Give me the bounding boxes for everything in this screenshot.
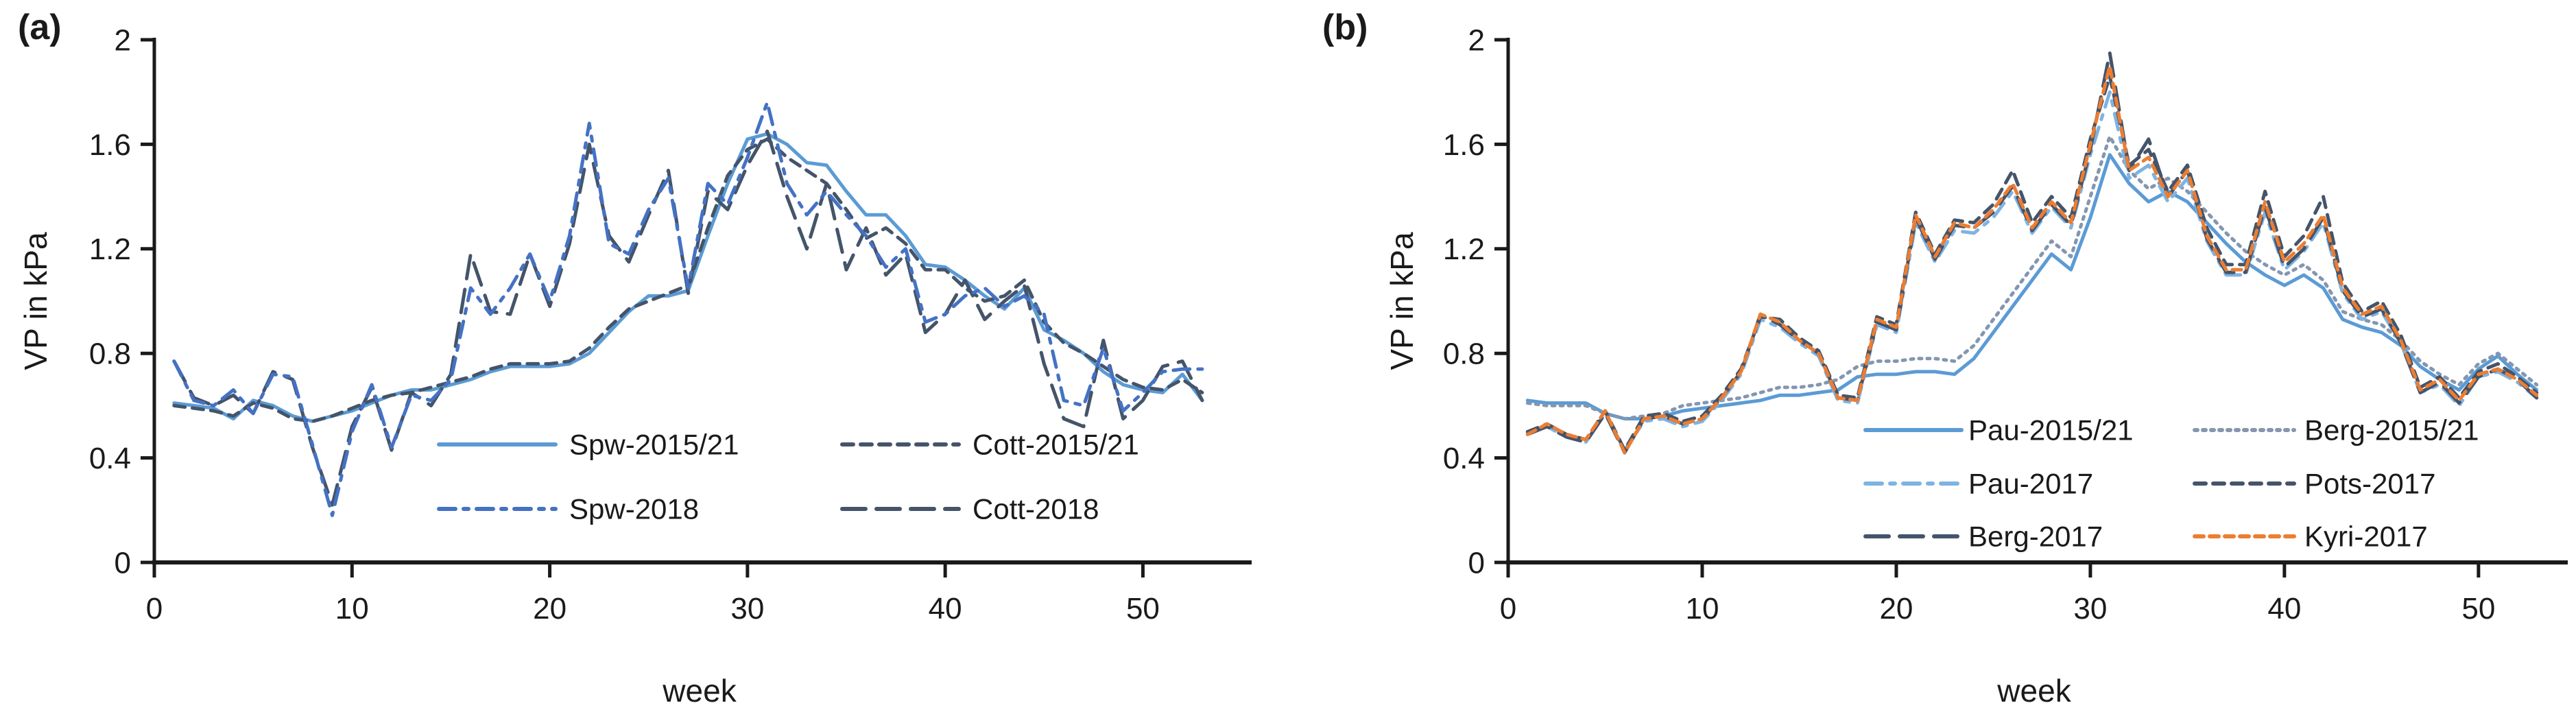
legend-label-spw-2015-21: Spw-2015/21 (569, 429, 739, 461)
x-tick-label: 0 (1500, 592, 1516, 626)
legend-entry-spw-2018: Spw-2018 (437, 493, 699, 525)
panel-label-a: (a) (18, 8, 62, 47)
y-tick-label: 0 (1468, 546, 1485, 580)
legend-label-pau-2015-21: Pau-2015/21 (1968, 414, 2134, 447)
x-tick-label: 40 (2267, 592, 2301, 626)
legend-label-berg-2017: Berg-2017 (1968, 521, 2103, 553)
legend-entry-spw-2015-21: Spw-2015/21 (437, 429, 739, 461)
series-line-kyri-2017 (1525, 64, 2539, 455)
x-tick-label: 30 (2073, 592, 2107, 626)
legend-entry-cott-2015-21: Cott-2015/21 (840, 429, 1139, 461)
y-tick-label: 2 (1468, 23, 1485, 57)
legend-entry-pots-2017: Pots-2017 (2193, 468, 2435, 500)
x-tick-label: 50 (2461, 592, 2495, 626)
chart-panel-a: (a) VP in kPa week 0 0.4 0.8 1.2 1.6 2 0 10 20 30… (18, 8, 1252, 709)
series-line-spw-2018 (172, 100, 1204, 517)
y-tick-label: 0.8 (89, 337, 131, 371)
legend-label-berg-2015-21: Berg-2015/21 (2304, 414, 2479, 447)
x-tick-label: 40 (929, 592, 962, 626)
chart-panel-b: (b) VP in kPa week 0 0.4 0.8 1.2 1.6 2 0 10 20 30… (1288, 0, 2576, 714)
legend-label-pau-2017: Pau-2017 (1968, 468, 2093, 500)
y-tick-label: 1.6 (1443, 128, 1485, 162)
legend-label-kyri-2017: Kyri-2017 (2304, 521, 2428, 553)
y-tick-label: 1.6 (89, 128, 131, 162)
series-line-pau-2017 (1525, 90, 2539, 452)
series-line-berg-2017 (1525, 51, 2539, 455)
x-tick-label: 30 (730, 592, 764, 626)
y-tick-label: 0.8 (1443, 337, 1485, 371)
series-line-pots-2017 (1525, 74, 2539, 452)
x-tick-label: 20 (533, 592, 567, 626)
legend-entry-berg-2015-21: Berg-2015/21 (2193, 414, 2479, 447)
x-tick-label: 0 (146, 592, 163, 626)
legend-label-cott-2018: Cott-2018 (973, 493, 1099, 525)
legend-entry-cott-2018: Cott-2018 (840, 493, 1099, 525)
x-tick-label: 10 (335, 592, 369, 626)
legend-label-cott-2015-21: Cott-2015/21 (973, 429, 1139, 461)
x-tick-label: 20 (1879, 592, 1913, 626)
legend-entry-kyri-2017: Kyri-2017 (2193, 521, 2428, 553)
x-axis-title-a: week (663, 673, 737, 709)
legend-label-pots-2017: Pots-2017 (2304, 468, 2435, 500)
y-tick-label: 0.4 (89, 442, 131, 475)
y-tick-label: 1.2 (1443, 233, 1485, 266)
series-line-spw-2015-21 (172, 132, 1204, 423)
y-tick-label: 2 (115, 23, 131, 57)
series-line-pau-2015-21 (1525, 153, 2539, 420)
y-tick-label: 0.4 (1443, 442, 1485, 475)
legend-entry-pau-2015-21: Pau-2015/21 (1863, 414, 2134, 447)
legend-entry-berg-2017: Berg-2017 (1863, 521, 2103, 553)
x-tick-label: 10 (1685, 592, 1719, 626)
x-tick-label: 50 (1126, 592, 1160, 626)
series-line-berg-2015-21 (1525, 134, 2539, 420)
x-axis-title-b: week (1997, 673, 2071, 709)
y-tick-label: 0 (115, 546, 131, 580)
legend-entry-pau-2017: Pau-2017 (1863, 468, 2093, 500)
y-tick-label: 1.2 (89, 233, 131, 266)
legend-label-spw-2018: Spw-2018 (569, 493, 699, 525)
panel-label-b: (b) (1322, 8, 1368, 47)
